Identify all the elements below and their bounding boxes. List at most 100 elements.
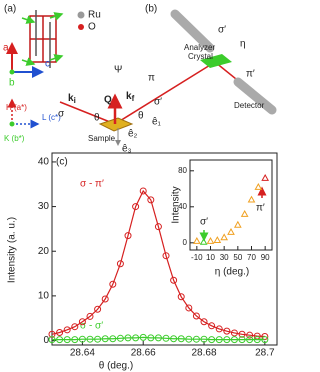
label: Sample xyxy=(88,134,116,143)
label: π′ xyxy=(246,69,255,80)
data-point xyxy=(154,334,162,342)
label: σ′ xyxy=(218,25,226,36)
y-tick-label: 0 xyxy=(43,335,49,346)
x-tick-label: 70 xyxy=(247,253,256,262)
annotation: π′ xyxy=(256,203,265,214)
data-point xyxy=(139,187,147,195)
data-point xyxy=(261,173,270,181)
data-point xyxy=(71,336,79,344)
detector-tube xyxy=(233,77,277,115)
data-point xyxy=(223,327,231,335)
data-point xyxy=(147,334,155,342)
data-point xyxy=(78,318,86,326)
data-point xyxy=(192,312,200,320)
data-point xyxy=(230,336,238,344)
label: ê₃ xyxy=(122,144,132,155)
data-point xyxy=(185,304,193,312)
data-point xyxy=(185,335,193,343)
data-point xyxy=(192,236,201,244)
data-point xyxy=(213,236,222,243)
data-point xyxy=(223,336,231,344)
legend-label: Ru xyxy=(88,10,101,21)
axis-label: K (b*) xyxy=(4,134,25,143)
label: Detector xyxy=(234,101,265,110)
data-point xyxy=(86,335,94,343)
data-point xyxy=(109,335,117,343)
label: Analyzer xyxy=(184,43,215,52)
axis-label: b xyxy=(9,78,15,89)
sub: f xyxy=(132,94,135,103)
panel-label: (a) xyxy=(4,4,16,15)
x-tick-label: 10 xyxy=(206,253,215,262)
data-point xyxy=(230,329,238,337)
y-axis-label: Intensity xyxy=(171,186,182,223)
label: σ xyxy=(58,109,65,120)
data-point xyxy=(94,335,102,343)
data-point xyxy=(254,182,263,190)
data-point xyxy=(261,336,269,344)
sample xyxy=(98,117,134,132)
label: ê₂ xyxy=(128,129,138,140)
data-point xyxy=(63,336,71,344)
data-point xyxy=(220,233,229,241)
data-point xyxy=(233,220,242,228)
data-point xyxy=(48,330,56,338)
label: Ψ xyxy=(114,65,122,76)
data-point xyxy=(177,293,185,301)
data-point xyxy=(215,336,223,344)
y-tick-label: 40 xyxy=(178,202,187,211)
data-point xyxy=(94,305,102,313)
x-tick-label: 28.66 xyxy=(131,348,156,359)
figure: (a) Ru O a b c H (a*) L (c*) K (b*) (b) … xyxy=(3,4,278,372)
x-tick-label: 30 xyxy=(220,253,229,262)
ru-dot xyxy=(77,11,85,19)
data-point xyxy=(101,295,109,303)
label: ê₁ xyxy=(152,117,162,128)
label: θ xyxy=(138,111,144,122)
x-tick-label: 28.64 xyxy=(70,348,95,359)
panel-label: (c) xyxy=(56,157,68,168)
data-point xyxy=(132,203,140,211)
label: ki xyxy=(68,93,76,105)
data-point xyxy=(139,333,147,341)
legend-label: O xyxy=(88,22,96,33)
series-label: σ - σ′ xyxy=(80,321,103,332)
data-point xyxy=(101,335,109,343)
data-point xyxy=(56,336,64,344)
sub: i xyxy=(74,96,76,105)
x-tick-label: -10 xyxy=(191,253,203,262)
x-tick-label: 90 xyxy=(261,253,270,262)
y-tick-label: 10 xyxy=(38,291,50,302)
data-point xyxy=(227,227,235,235)
data-point xyxy=(162,334,170,342)
x-tick-label: 28.7 xyxy=(255,348,275,359)
data-point xyxy=(253,336,261,344)
y-axis-label: Intensity (a. u.) xyxy=(7,217,18,283)
data-point xyxy=(200,318,208,326)
data-point xyxy=(238,336,246,344)
x-axis-label: η (deg.) xyxy=(215,267,249,278)
beam xyxy=(59,101,116,125)
beam xyxy=(114,61,216,125)
o-dot xyxy=(78,24,84,30)
data-point xyxy=(116,334,124,342)
label: Q xyxy=(104,95,112,106)
data-point xyxy=(109,280,117,288)
label: kf xyxy=(126,91,135,103)
data-point xyxy=(116,260,124,268)
axis-label: H (a*) xyxy=(6,103,27,112)
analyzer-tube xyxy=(170,9,215,53)
data-point xyxy=(78,335,86,343)
data-point xyxy=(240,209,249,217)
data-point xyxy=(124,334,132,342)
data-point xyxy=(63,326,71,334)
data-point xyxy=(199,237,208,245)
label: π xyxy=(148,73,155,84)
spin-arrows xyxy=(21,12,64,66)
data-point xyxy=(246,331,254,339)
data-point xyxy=(208,336,216,344)
x-axis-label: θ (deg.) xyxy=(99,361,133,372)
x-tick-label: 50 xyxy=(233,253,242,262)
k: k xyxy=(68,93,74,104)
y-tick-label: 0 xyxy=(183,238,188,247)
